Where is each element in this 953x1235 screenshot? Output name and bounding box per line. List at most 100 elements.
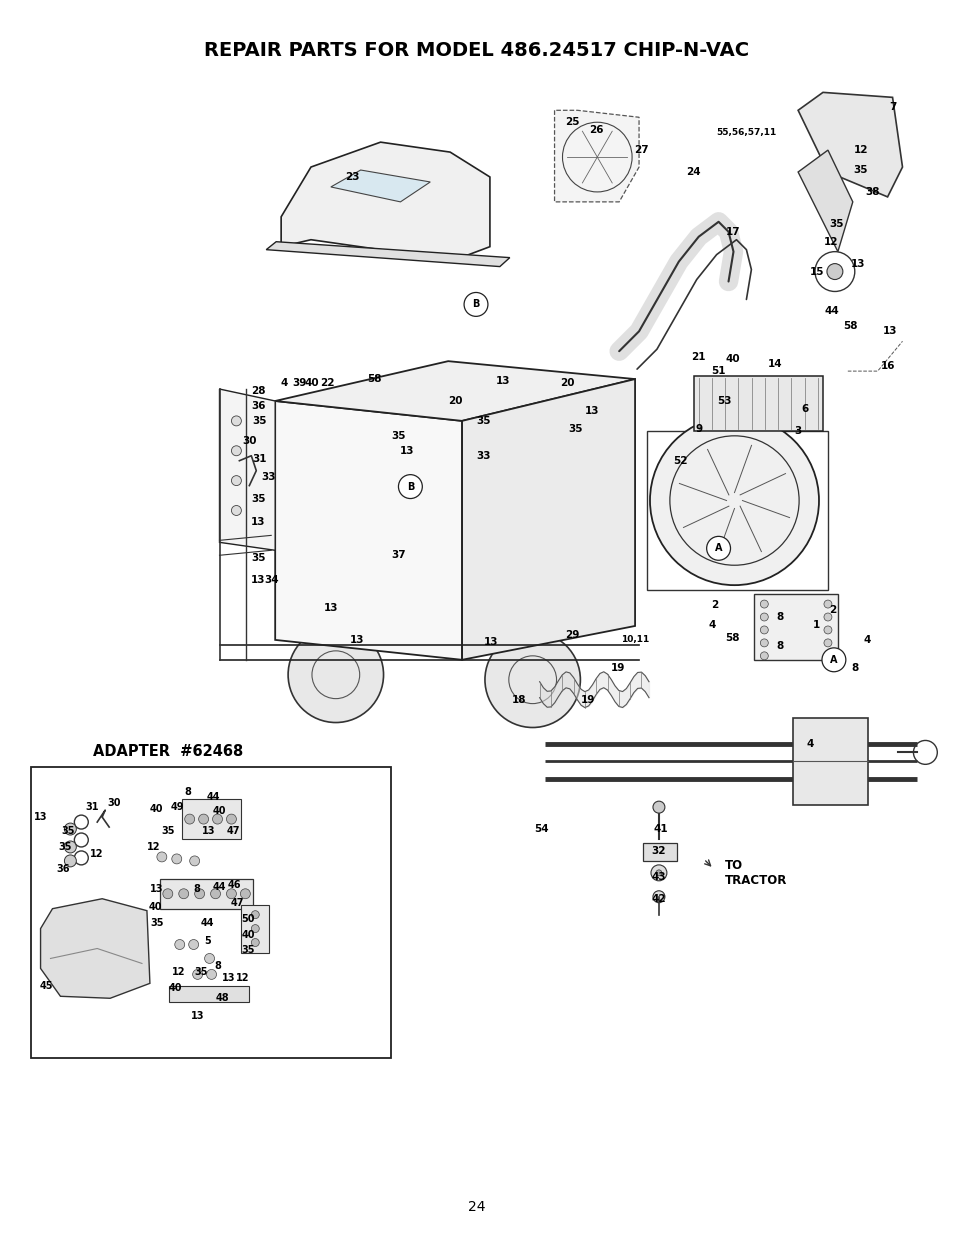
Text: B: B bbox=[472, 299, 479, 310]
Text: 2: 2 bbox=[710, 600, 718, 610]
Text: 58: 58 bbox=[842, 321, 857, 331]
Text: 33: 33 bbox=[261, 472, 275, 482]
Text: 47: 47 bbox=[227, 826, 240, 836]
Circle shape bbox=[65, 823, 76, 835]
Polygon shape bbox=[219, 389, 274, 551]
Circle shape bbox=[760, 626, 767, 634]
Circle shape bbox=[207, 969, 216, 979]
Circle shape bbox=[174, 940, 185, 950]
Circle shape bbox=[760, 613, 767, 621]
Circle shape bbox=[178, 889, 189, 899]
Circle shape bbox=[156, 852, 167, 862]
Text: 48: 48 bbox=[215, 993, 229, 1003]
Text: ADAPTER  #62468: ADAPTER #62468 bbox=[92, 745, 243, 760]
Circle shape bbox=[240, 889, 250, 899]
Text: 28: 28 bbox=[251, 387, 265, 396]
Circle shape bbox=[163, 889, 172, 899]
Text: 13: 13 bbox=[399, 446, 415, 456]
Circle shape bbox=[823, 638, 831, 647]
Polygon shape bbox=[274, 401, 461, 659]
Text: 53: 53 bbox=[717, 396, 731, 406]
Text: 35: 35 bbox=[829, 219, 843, 228]
Text: 43: 43 bbox=[651, 872, 665, 882]
Circle shape bbox=[226, 814, 236, 824]
Text: 8: 8 bbox=[776, 613, 783, 622]
Circle shape bbox=[194, 889, 204, 899]
Polygon shape bbox=[554, 110, 639, 201]
Text: A: A bbox=[829, 655, 837, 664]
Polygon shape bbox=[266, 242, 509, 267]
Circle shape bbox=[656, 869, 661, 876]
Text: 25: 25 bbox=[564, 117, 579, 127]
Text: 38: 38 bbox=[864, 186, 879, 196]
Text: 26: 26 bbox=[588, 125, 603, 135]
Text: 20: 20 bbox=[559, 378, 574, 388]
Text: 12: 12 bbox=[822, 237, 838, 247]
Text: 13: 13 bbox=[584, 406, 598, 416]
Circle shape bbox=[652, 890, 664, 903]
Text: 36: 36 bbox=[56, 863, 71, 874]
Text: 12: 12 bbox=[147, 842, 160, 852]
Text: 12: 12 bbox=[853, 144, 867, 156]
Text: 27: 27 bbox=[633, 144, 648, 156]
Text: 4: 4 bbox=[708, 620, 716, 630]
Polygon shape bbox=[798, 151, 852, 252]
Circle shape bbox=[189, 940, 198, 950]
Circle shape bbox=[649, 416, 818, 585]
Text: 35: 35 bbox=[568, 424, 582, 433]
Circle shape bbox=[823, 652, 831, 659]
Text: 35: 35 bbox=[58, 842, 72, 852]
Text: 42: 42 bbox=[651, 894, 665, 904]
Text: 4: 4 bbox=[862, 635, 869, 645]
Text: 5: 5 bbox=[204, 936, 211, 946]
Text: 13: 13 bbox=[882, 326, 896, 336]
Text: TO
TRACTOR: TO TRACTOR bbox=[723, 858, 786, 887]
Polygon shape bbox=[181, 799, 241, 839]
Text: 40: 40 bbox=[169, 983, 182, 993]
Circle shape bbox=[211, 889, 220, 899]
Text: 22: 22 bbox=[319, 378, 334, 388]
Text: 37: 37 bbox=[391, 551, 405, 561]
Polygon shape bbox=[798, 93, 902, 196]
Circle shape bbox=[821, 648, 845, 672]
Polygon shape bbox=[274, 361, 635, 421]
Text: 12: 12 bbox=[235, 973, 249, 983]
Text: 58: 58 bbox=[724, 632, 739, 643]
Text: 36: 36 bbox=[251, 401, 265, 411]
Text: 40: 40 bbox=[213, 806, 226, 816]
Text: 13: 13 bbox=[349, 635, 364, 645]
Text: 35: 35 bbox=[62, 826, 75, 836]
Text: 3: 3 bbox=[794, 426, 801, 436]
Circle shape bbox=[760, 638, 767, 647]
Text: 50: 50 bbox=[241, 914, 254, 924]
Text: 31: 31 bbox=[86, 803, 99, 813]
Text: 40: 40 bbox=[149, 804, 162, 814]
Text: 34: 34 bbox=[264, 576, 278, 585]
Text: 40: 40 bbox=[304, 378, 319, 388]
Circle shape bbox=[204, 953, 214, 963]
Text: 1: 1 bbox=[812, 620, 819, 630]
Circle shape bbox=[484, 632, 579, 727]
Polygon shape bbox=[241, 905, 269, 953]
Text: 13: 13 bbox=[191, 1011, 204, 1021]
Text: 23: 23 bbox=[345, 172, 359, 182]
Text: 13: 13 bbox=[202, 826, 215, 836]
Text: 35: 35 bbox=[853, 165, 867, 175]
Circle shape bbox=[463, 293, 487, 316]
Text: 18: 18 bbox=[511, 694, 525, 705]
Text: 24: 24 bbox=[686, 167, 700, 177]
Circle shape bbox=[232, 416, 241, 426]
Text: 13: 13 bbox=[251, 576, 265, 585]
Text: 52: 52 bbox=[673, 456, 687, 466]
Text: 12: 12 bbox=[172, 967, 185, 977]
Text: 35: 35 bbox=[194, 967, 208, 977]
Text: REPAIR PARTS FOR MODEL 486.24517 CHIP-N-VAC: REPAIR PARTS FOR MODEL 486.24517 CHIP-N-… bbox=[204, 41, 749, 61]
Text: 17: 17 bbox=[725, 227, 740, 237]
Polygon shape bbox=[281, 142, 490, 262]
Text: 45: 45 bbox=[40, 982, 53, 992]
Text: 13: 13 bbox=[495, 377, 510, 387]
Circle shape bbox=[232, 446, 241, 456]
Circle shape bbox=[826, 263, 841, 279]
Text: 21: 21 bbox=[691, 352, 705, 362]
Polygon shape bbox=[41, 899, 150, 998]
